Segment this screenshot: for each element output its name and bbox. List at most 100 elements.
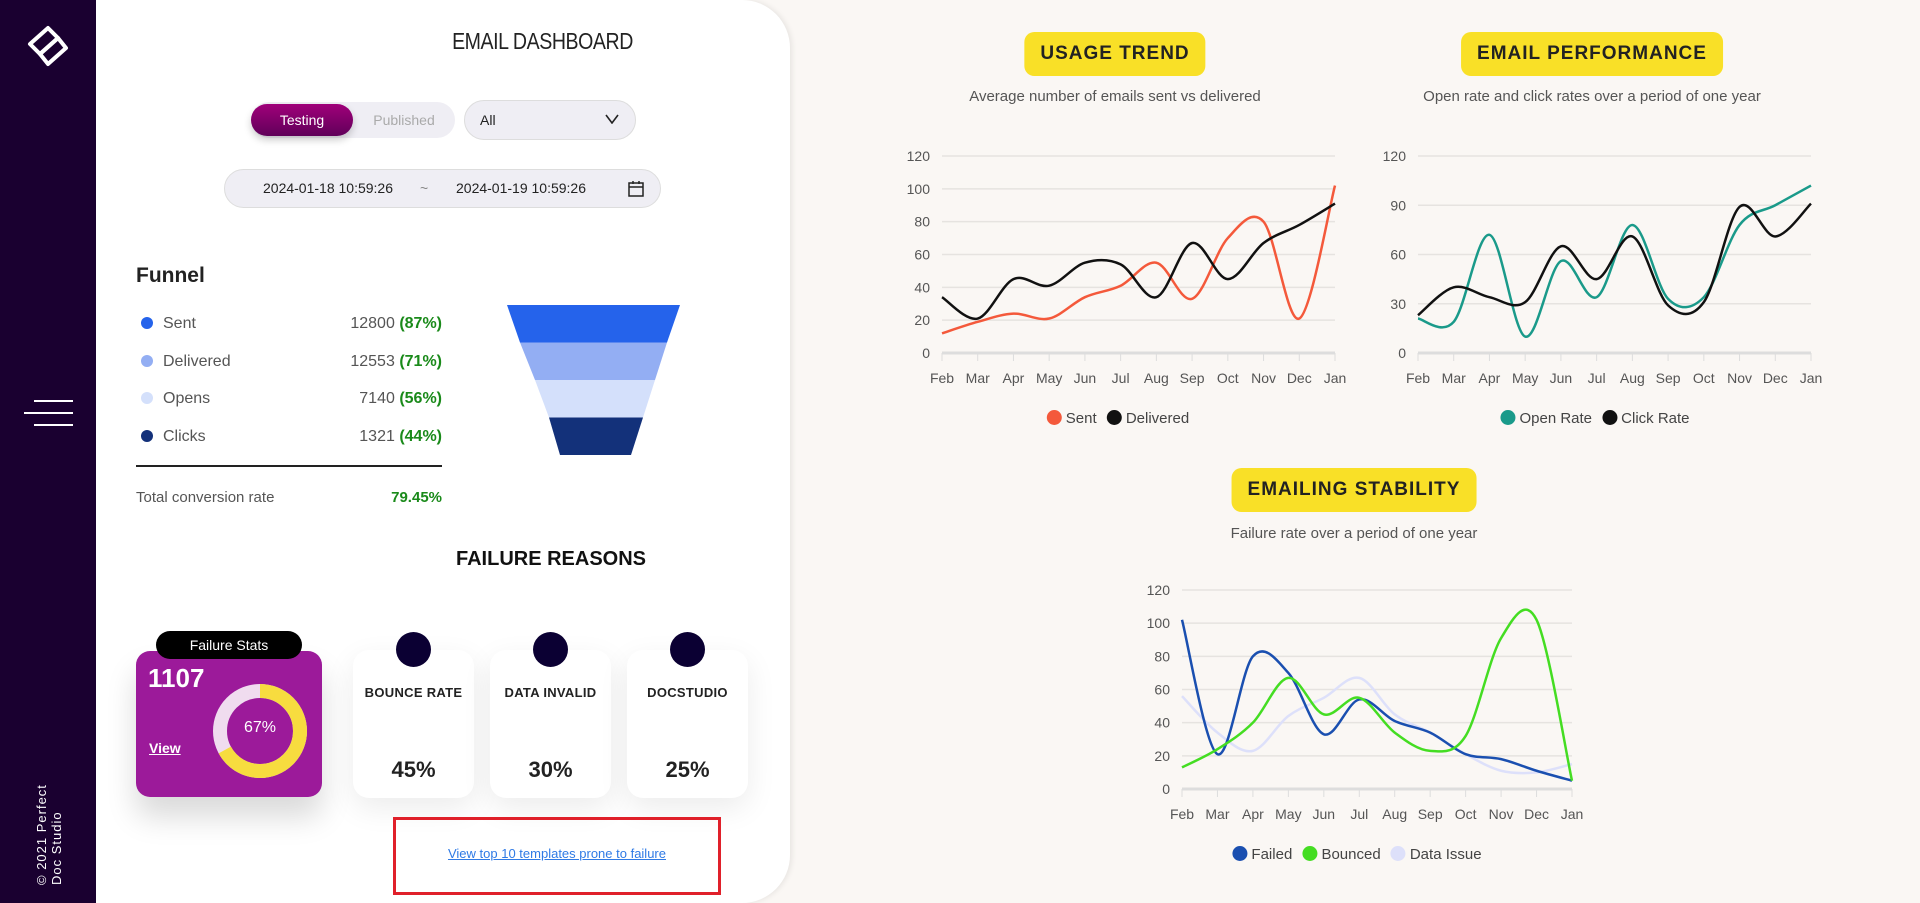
- data-invalid-card: DATA INVALID 30%: [490, 632, 611, 798]
- chart-subtitle: Open rate and click rates over a period …: [1423, 88, 1761, 105]
- funnel-percent: (71%): [399, 352, 442, 370]
- funnel-chart: [507, 305, 680, 455]
- funnel-count: 7140: [359, 390, 395, 407]
- series-line-data-issue: [1181, 676, 1573, 775]
- funnel-value: 1321 (44%): [359, 425, 442, 449]
- funnel-value: 12800 (87%): [350, 312, 442, 336]
- y-tick-label: 80: [914, 214, 930, 230]
- funnel-row-opens: Opens 7140 (56%): [136, 387, 442, 411]
- legend-label: Click Rate: [1621, 410, 1690, 427]
- x-tick-label: Jul: [1350, 806, 1368, 822]
- legend-item[interactable]: Open Rate: [1494, 410, 1592, 427]
- y-tick-label: 90: [1390, 197, 1406, 213]
- date-start[interactable]: 2024-01-18 10:59:26: [263, 180, 393, 196]
- card-label: BOUNCE RATE: [364, 685, 463, 700]
- legend-label: Failed: [1251, 846, 1293, 863]
- legend-dot: [141, 317, 153, 329]
- x-tick-label: Jun: [1313, 806, 1336, 822]
- legend-item[interactable]: Bounced: [1296, 846, 1381, 863]
- card-circle-icon: [533, 632, 568, 667]
- view-link[interactable]: View: [149, 740, 181, 756]
- x-tick-label: Nov: [1489, 806, 1514, 822]
- filter-select[interactable]: All: [464, 100, 636, 140]
- chart-title: EMAILING STABILITY: [1231, 468, 1477, 512]
- legend-dot: [141, 392, 153, 404]
- y-tick-label: 60: [914, 247, 930, 263]
- x-tick-label: May: [1275, 806, 1301, 822]
- chart-legend: Sent Delivered: [1041, 410, 1189, 427]
- x-tick-label: Nov: [1251, 370, 1276, 386]
- failure-count: 1107: [148, 663, 205, 693]
- card-circle-icon: [670, 632, 705, 667]
- x-tick-label: Oct: [1693, 370, 1715, 386]
- mode-toggle[interactable]: Testing Published: [251, 102, 455, 138]
- legend-dot: [1500, 410, 1516, 425]
- y-tick-label: 40: [1154, 715, 1170, 731]
- legend-dot: [141, 429, 153, 442]
- x-tick-label: Feb: [930, 370, 954, 386]
- funnel-band-clicks: [549, 417, 643, 455]
- toggle-testing[interactable]: Testing: [251, 104, 353, 136]
- series-line-open-rate: [1417, 184, 1812, 338]
- funnel-percent: (44%): [399, 427, 442, 445]
- chart-subtitle: Average number of emails sent vs deliver…: [969, 88, 1261, 105]
- date-range-picker[interactable]: 2024-01-18 10:59:26 ~ 2024-01-19 10:59:2…: [224, 169, 661, 208]
- funnel-divider: [136, 465, 442, 467]
- card-value: 45%: [391, 757, 436, 782]
- legend-item[interactable]: Delivered: [1101, 410, 1189, 427]
- docstudio-logo[interactable]: [26, 24, 70, 68]
- bounce-rate-card: BOUNCE RATE 45%: [353, 632, 474, 798]
- y-tick-label: 0: [1162, 781, 1170, 797]
- x-tick-label: Aug: [1620, 370, 1645, 386]
- view-top-templates-link[interactable]: View top 10 templates prone to failure: [447, 846, 666, 861]
- y-tick-label: 0: [922, 345, 930, 361]
- x-tick-label: Mar: [1442, 370, 1466, 386]
- x-tick-label: Sep: [1180, 370, 1205, 386]
- funnel-count: 12800: [350, 315, 395, 332]
- page-title: EMAIL DASHBOARD: [452, 28, 633, 54]
- x-tick-label: Oct: [1217, 370, 1239, 386]
- toggle-published[interactable]: Published: [373, 112, 435, 128]
- docstudio-card: DOCSTUDIO 25%: [627, 632, 748, 798]
- x-tick-label: Oct: [1455, 806, 1477, 822]
- funnel-label: Clicks: [163, 427, 206, 445]
- y-tick-label: 30: [1390, 296, 1406, 312]
- y-tick-label: 120: [1147, 582, 1171, 598]
- y-tick-label: 80: [1154, 648, 1170, 664]
- card-value: 30%: [528, 757, 573, 782]
- legend-item[interactable]: Data Issue: [1385, 846, 1482, 863]
- y-tick-label: 120: [907, 148, 931, 164]
- x-tick-label: May: [1036, 370, 1062, 386]
- chart-title: USAGE TREND: [1024, 32, 1206, 76]
- x-tick-label: Jul: [1112, 370, 1130, 386]
- x-tick-label: May: [1512, 370, 1538, 386]
- calendar-icon[interactable]: [628, 180, 644, 197]
- funnel-row-clicks: Clicks 1321 (44%): [136, 425, 442, 449]
- y-tick-label: 0: [1398, 345, 1406, 361]
- x-tick-label: Dec: [1763, 370, 1788, 386]
- funnel-label: Sent: [163, 315, 196, 332]
- funnel-label: Delivered: [163, 352, 231, 370]
- x-tick-label: Apr: [1242, 806, 1264, 822]
- legend-label: Sent: [1065, 410, 1097, 427]
- x-tick-label: Feb: [1170, 806, 1194, 822]
- chevron-down-icon: [605, 114, 619, 124]
- donut-percentage: 67%: [243, 719, 277, 736]
- date-end[interactable]: 2024-01-19 10:59:26: [456, 180, 586, 196]
- hamburger-icon[interactable]: [24, 400, 73, 436]
- legend-item[interactable]: Click Rate: [1596, 410, 1690, 427]
- failure-donut: [213, 684, 307, 778]
- y-tick-label: 100: [1147, 615, 1171, 631]
- copyright-text: © 2021 Perfect Doc Studio: [34, 784, 64, 885]
- legend-dot: [1232, 846, 1248, 861]
- legend-item[interactable]: Sent: [1041, 410, 1097, 427]
- y-tick-label: 60: [1390, 247, 1406, 263]
- total-conversion-label: Total conversion rate: [136, 489, 275, 506]
- legend-label: Bounced: [1321, 846, 1381, 863]
- x-tick-label: Jun: [1074, 370, 1097, 386]
- card-label: DOCSTUDIO: [647, 685, 728, 700]
- y-tick-label: 20: [1154, 748, 1170, 764]
- legend-item[interactable]: Failed: [1226, 846, 1292, 863]
- card-label: DATA INVALID: [504, 685, 597, 700]
- legend-dot: [1602, 410, 1618, 425]
